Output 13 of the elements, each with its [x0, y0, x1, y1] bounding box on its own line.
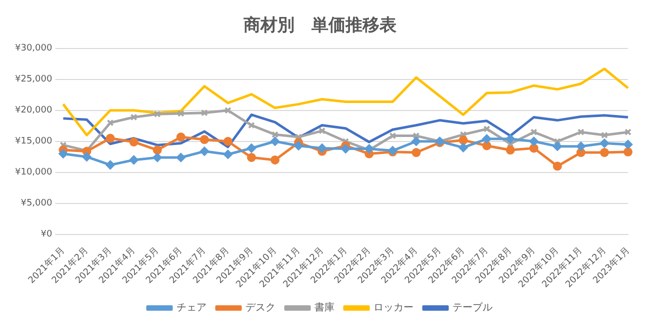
y-tick-label: ¥0 [40, 230, 52, 240]
chart-title: 商材別 単価推移表 [242, 16, 398, 36]
legend-label: 書庫 [314, 302, 334, 314]
y-tick-label: ¥30,000 [15, 44, 52, 54]
y-tick-label: ¥10,000 [15, 168, 52, 178]
y-tick-label: ¥25,000 [15, 74, 52, 85]
legend-label: チェア [176, 302, 206, 314]
legend-label: ロッカー [374, 302, 414, 314]
y-tick-label: ¥5,000 [20, 198, 52, 209]
legend-label: テーブル [452, 302, 492, 314]
legend-label: デスク [246, 302, 276, 314]
y-tick-label: ¥15,000 [15, 136, 52, 147]
y-tick-label: ¥20,000 [15, 106, 52, 116]
